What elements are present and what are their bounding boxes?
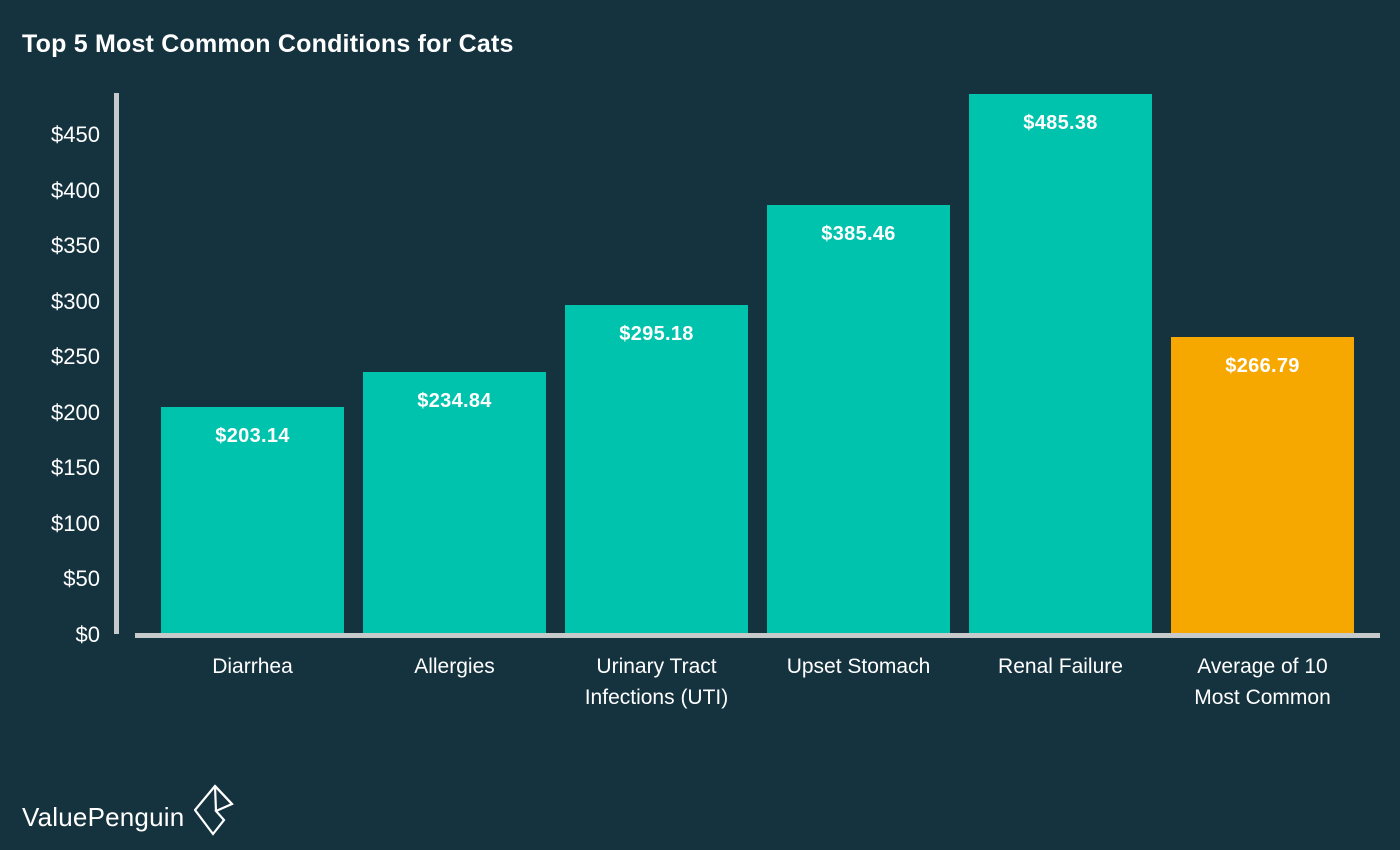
y-axis-line xyxy=(114,93,119,634)
x-category-label: Diarrhea xyxy=(212,655,293,678)
x-category-label: Renal Failure xyxy=(998,655,1123,678)
brand-footer: ValuePenguin xyxy=(22,784,235,836)
origami-penguin-icon xyxy=(194,784,235,836)
x-category-label: Upset Stomach xyxy=(786,655,931,678)
bar-value-label: $385.46 xyxy=(821,222,896,245)
bar-allergies: $234.84 xyxy=(363,372,546,633)
bar-value-label: $485.38 xyxy=(1023,111,1098,134)
bar-diarrhea: $203.14 xyxy=(161,407,344,633)
y-tick-label: $300 xyxy=(51,288,100,314)
brand-wordmark: ValuePenguin xyxy=(22,801,185,832)
bar-urinary-tract-infections-uti-: $295.18 xyxy=(565,305,748,633)
y-tick-label: $200 xyxy=(51,399,100,425)
bar-value-label: $295.18 xyxy=(619,323,694,346)
y-tick-label: $450 xyxy=(51,122,100,147)
x-axis-line xyxy=(135,633,1380,638)
bar-average-of-10-most-common: $266.79 xyxy=(1171,336,1354,633)
x-category-label: Urinary Tract Infections (UTI) xyxy=(584,655,729,709)
y-tick-label: $150 xyxy=(51,455,100,481)
y-tick-label: $100 xyxy=(51,510,100,536)
bar-value-label: $234.84 xyxy=(417,390,492,413)
y-tick-label: $0 xyxy=(75,622,100,647)
y-tick-label: $50 xyxy=(63,566,100,592)
bar-renal-failure: $485.38 xyxy=(969,93,1152,633)
x-category-label: Allergies xyxy=(414,655,495,678)
bar-value-label: $203.14 xyxy=(215,425,290,448)
y-tick-label: $400 xyxy=(51,177,100,203)
bar-upset-stomach: $385.46 xyxy=(767,204,950,633)
y-tick-label: $250 xyxy=(51,344,100,370)
bar-value-label: $266.79 xyxy=(1225,354,1300,377)
y-tick-label: $350 xyxy=(51,233,100,259)
x-category-label: Average of 10 Most Common xyxy=(1194,655,1331,709)
chart-title: Top 5 Most Common Conditions for Cats xyxy=(22,30,514,58)
